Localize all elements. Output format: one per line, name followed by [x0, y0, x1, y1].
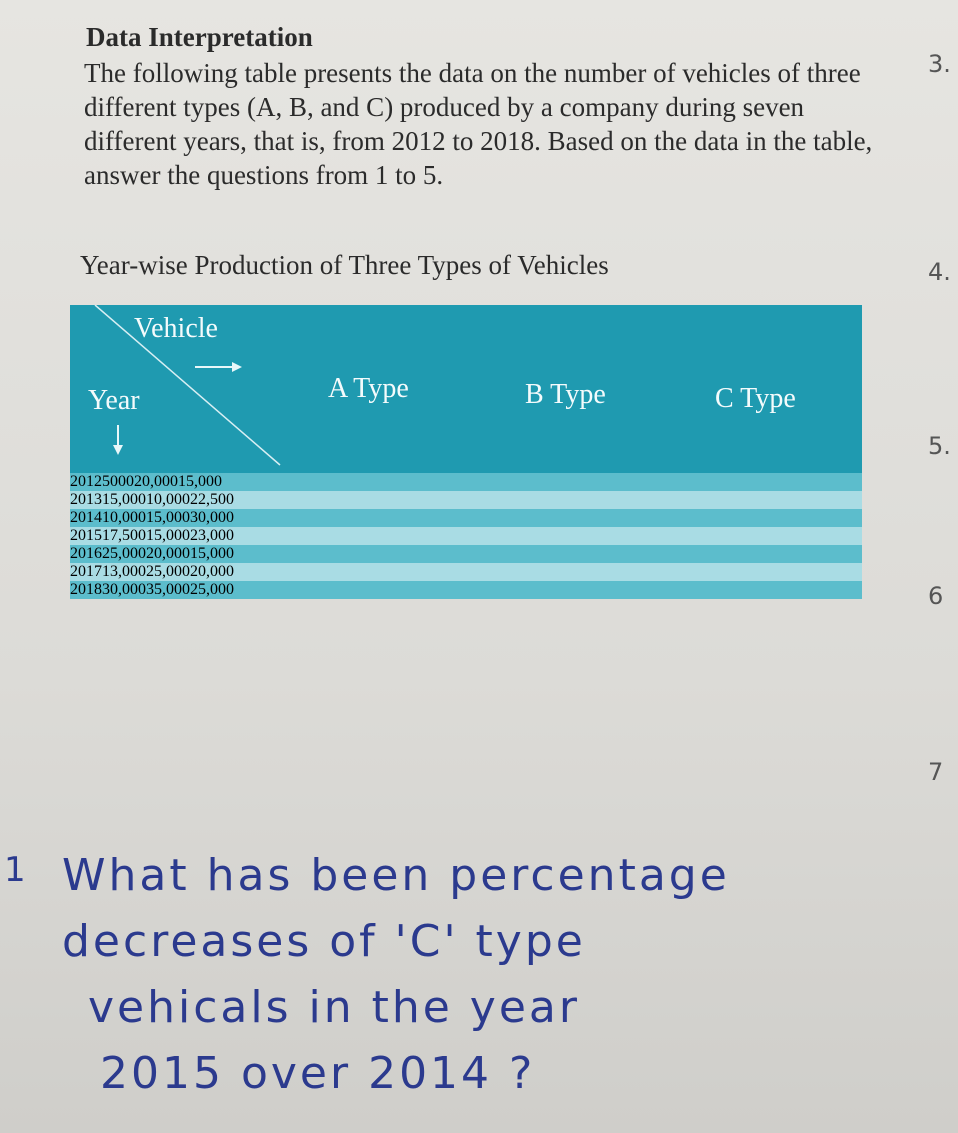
table-body: 2012500020,00015,000 201315,00010,00022,5…	[70, 473, 862, 599]
value-cell: 20,000	[190, 563, 234, 580]
value-cell: 25,000	[146, 563, 190, 580]
value-cell: 30,000	[190, 509, 234, 526]
table-row: 201315,00010,00022,500	[70, 491, 862, 509]
margin-number: 5.	[928, 432, 951, 460]
value-cell: 22,500	[190, 491, 234, 508]
value-cell: 23,000	[190, 527, 234, 544]
value-cell: 15,000	[190, 545, 234, 562]
margin-number: 3.	[928, 50, 951, 78]
heading: Data Interpretation	[86, 22, 313, 52]
year-cell: 2014	[70, 509, 102, 526]
value-cell: 13,000	[102, 563, 146, 580]
margin-number: 4.	[928, 258, 951, 286]
value-cell: 10,000	[102, 509, 146, 526]
value-cell: 5000	[102, 473, 134, 490]
value-cell: 35,000	[146, 581, 190, 598]
value-cell: 17,500	[102, 527, 146, 544]
paragraph: The following table presents the data on…	[84, 58, 873, 190]
table-row: 201830,00035,00025,000	[70, 581, 862, 599]
value-cell: 25,000	[190, 581, 234, 598]
value-cell: 20,000	[146, 545, 190, 562]
year-cell: 2015	[70, 527, 102, 544]
column-header: A Type	[328, 373, 409, 404]
year-cell: 2018	[70, 581, 102, 598]
note-line: decreases of 'C' type	[62, 916, 586, 967]
value-cell: 15,000	[102, 491, 146, 508]
note-line: vehicals in the year	[88, 982, 580, 1033]
table-title: Year-wise Production of Three Types of V…	[80, 250, 609, 280]
value-cell: 20,000	[134, 473, 178, 490]
column-header: B Type	[525, 379, 606, 410]
value-cell: 30,000	[102, 581, 146, 598]
value-cell: 15,000	[178, 473, 222, 490]
value-cell: 15,000	[146, 527, 190, 544]
margin-number: 7	[928, 758, 944, 786]
year-cell: 2012	[70, 473, 102, 490]
value-cell: 15,000	[146, 509, 190, 526]
corner-label: Vehicle	[134, 313, 218, 344]
column-header: C Type	[715, 383, 796, 414]
note-line: 2015 over 2014 ?	[100, 1048, 536, 1099]
table-row: 2012500020,00015,000	[70, 473, 862, 491]
header-decoration	[94, 305, 281, 466]
year-cell: 2017	[70, 563, 102, 580]
year-cell: 2013	[70, 491, 102, 508]
corner-label: Year	[88, 385, 140, 416]
margin-number: 6	[928, 582, 944, 610]
value-cell: 25,000	[102, 545, 146, 562]
table-row: 201713,00025,00020,000	[70, 563, 862, 581]
table-row: 201517,50015,00023,000	[70, 527, 862, 545]
table-row: 201410,00015,00030,000	[70, 509, 862, 527]
year-cell: 2016	[70, 545, 102, 562]
note-number: 1	[4, 850, 29, 890]
table-row: 201625,00020,00015,000	[70, 545, 862, 563]
note-line: What has been percentage	[62, 850, 730, 901]
table: Vehicle Year A Type B Type C Type 201250…	[70, 305, 862, 599]
value-cell: 10,000	[146, 491, 190, 508]
table-header: Vehicle Year A Type B Type C Type	[70, 305, 862, 473]
